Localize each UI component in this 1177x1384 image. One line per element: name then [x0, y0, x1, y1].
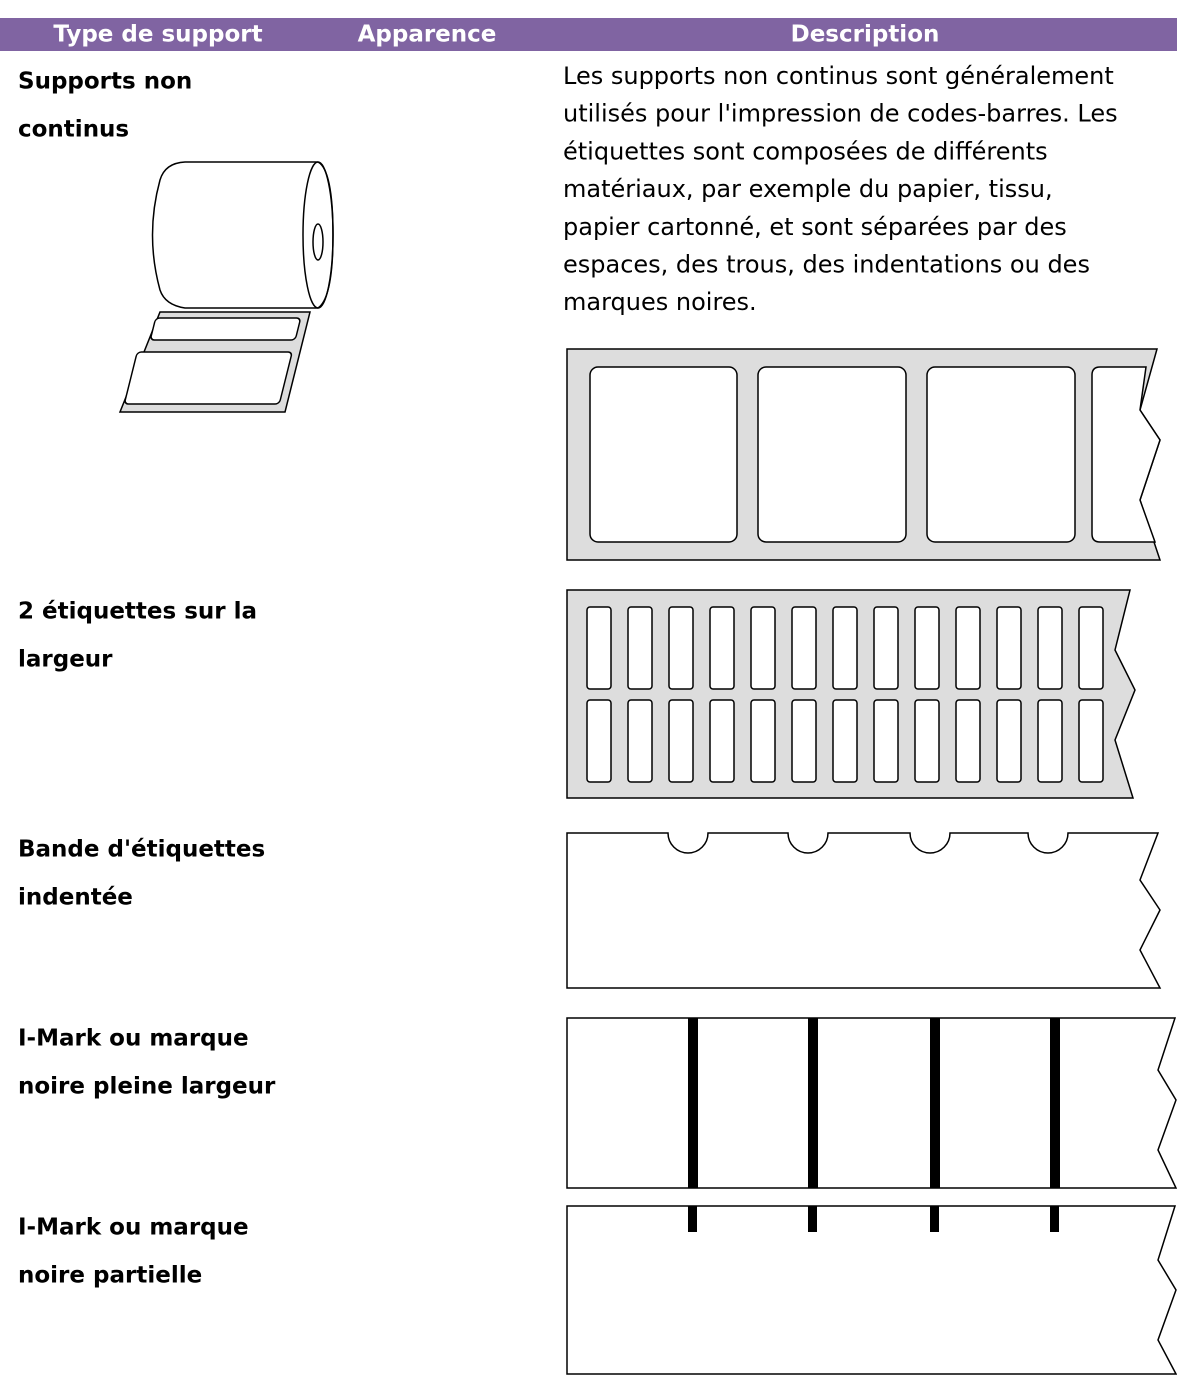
- row-label: Bande d'étiquettes: [18, 837, 265, 863]
- row-label: I-Mark ou marque: [18, 1026, 249, 1052]
- small-label: [873, 606, 899, 690]
- description-line: étiquettes sont composées de différents: [563, 137, 1048, 165]
- small-label: [627, 699, 653, 783]
- small-label: [832, 606, 858, 690]
- row-label: 2 étiquettes sur la: [18, 599, 257, 625]
- description-line: Les supports non continus sont généralem…: [563, 62, 1114, 90]
- small-label: [914, 606, 940, 690]
- row-label: Supports non: [18, 69, 192, 95]
- header-cell: Type de support: [53, 22, 262, 48]
- small-label: [1037, 606, 1063, 690]
- description-line: papier cartonné, et sont séparées par de…: [563, 213, 1067, 241]
- small-label: [750, 699, 776, 783]
- small-label: [873, 699, 899, 783]
- black-mark-strip: [566, 1017, 1177, 1189]
- description-line: marques noires.: [563, 288, 757, 316]
- small-label: [914, 699, 940, 783]
- two-across-strip: [566, 589, 1136, 799]
- small-label: [955, 606, 981, 690]
- small-label: [955, 699, 981, 783]
- header-bar: [0, 18, 1177, 51]
- description-line: utilisés pour l'impression de codes-barr…: [563, 100, 1118, 128]
- header-cell: Description: [791, 22, 940, 48]
- small-label: [750, 606, 776, 690]
- small-label: [996, 699, 1022, 783]
- small-label: [1078, 606, 1104, 690]
- row-label: noire pleine largeur: [18, 1074, 276, 1100]
- small-label: [709, 606, 735, 690]
- small-label: [668, 699, 694, 783]
- row-label: continus: [18, 117, 129, 143]
- label-strip: [566, 348, 1162, 561]
- notched-strip: [566, 832, 1162, 989]
- small-label: [586, 699, 612, 783]
- small-label: [586, 606, 612, 690]
- small-label: [1078, 699, 1104, 783]
- small-label: [627, 606, 653, 690]
- small-label: [668, 606, 694, 690]
- row-label: largeur: [18, 647, 113, 673]
- description-line: espaces, des trous, des indentations ou …: [563, 251, 1090, 279]
- row-label: I-Mark ou marque: [18, 1215, 249, 1241]
- small-label: [1037, 699, 1063, 783]
- small-label: [791, 606, 817, 690]
- small-label: [996, 606, 1022, 690]
- roll-illustration: [118, 161, 334, 413]
- description-line: matériaux, par exemple du papier, tissu,: [563, 175, 1053, 203]
- row-label: noire partielle: [18, 1263, 202, 1289]
- row-label: indentée: [18, 885, 133, 911]
- header-cell: Apparence: [358, 22, 497, 48]
- partial-mark-strip: [566, 1205, 1177, 1375]
- small-label: [791, 699, 817, 783]
- small-label: [832, 699, 858, 783]
- small-label: [709, 699, 735, 783]
